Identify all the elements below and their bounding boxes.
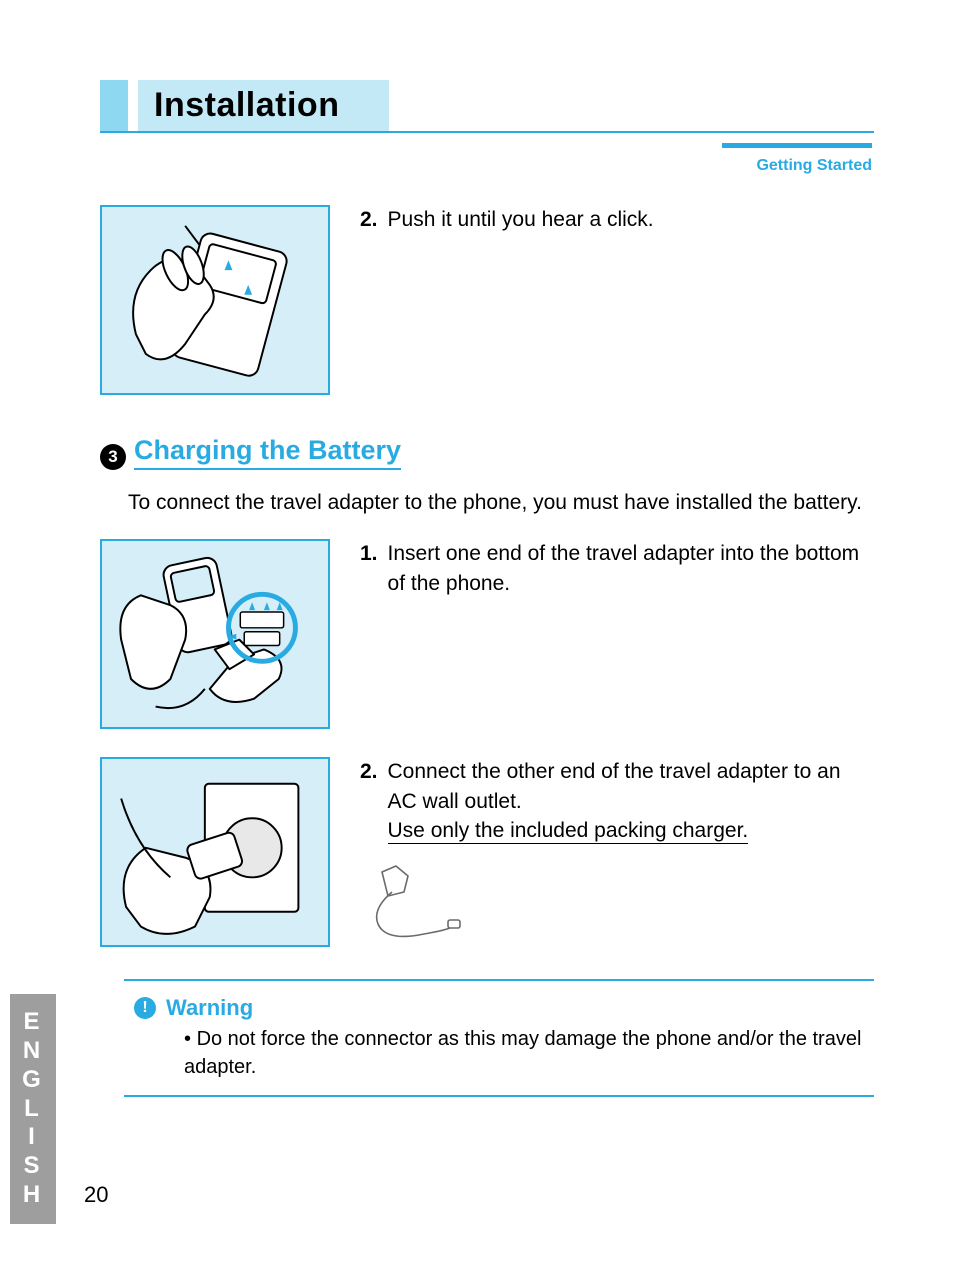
section-intro: To connect the travel adapter to the pho… (128, 488, 874, 517)
subhead-rule (722, 143, 872, 148)
step-body: Push it until you hear a click. (388, 205, 654, 234)
section-number-badge: 3 (100, 444, 126, 470)
figure-insert-adapter (100, 539, 330, 729)
title-background: Installation (138, 80, 389, 131)
subhead-wrap: Getting Started (100, 139, 872, 175)
step-text-block: 2. Connect the other end of the travel a… (360, 757, 874, 948)
warning-icon: ! (134, 997, 156, 1019)
step-line1: Connect the other end of the travel adap… (388, 760, 841, 812)
warning-item: Do not force the connector as this may d… (184, 1028, 861, 1078)
step-body: Connect the other end of the travel adap… (388, 757, 874, 845)
section-heading: 3 Charging the Battery (100, 435, 874, 470)
figure-battery-click (100, 205, 330, 395)
step-row: 2. Push it until you hear a click. (100, 205, 874, 395)
step-row: 2. Connect the other end of the travel a… (100, 757, 874, 948)
title-bar: Installation (100, 80, 874, 133)
step-text: 1. Insert one end of the travel adapter … (360, 539, 874, 598)
title-accent-block (100, 80, 128, 131)
page-number: 20 (84, 1182, 108, 1208)
section-title: Charging the Battery (134, 435, 401, 470)
step-text: 2. Push it until you hear a click. (360, 205, 654, 234)
warning-title: Warning (166, 995, 253, 1021)
language-label: ENGLISH (22, 1008, 44, 1210)
step-row: 1. Insert one end of the travel adapter … (100, 539, 874, 729)
figure-wall-outlet (100, 757, 330, 947)
warning-list: Do not force the connector as this may d… (184, 1025, 864, 1081)
illustration-wall-plug (113, 769, 316, 936)
step-number: 1. (360, 539, 378, 598)
step-body: Insert one end of the travel adapter int… (388, 539, 874, 598)
step-number: 2. (360, 205, 378, 234)
language-tab: ENGLISH (10, 994, 56, 1224)
illustration-adapter-insert (113, 551, 316, 718)
page-title: Installation (154, 86, 339, 125)
warning-box: ! Warning Do not force the connector as … (124, 979, 874, 1097)
section-subhead: Getting Started (756, 157, 872, 174)
figure-charger-small (364, 864, 874, 949)
illustration-charger (364, 864, 474, 944)
illustration-phone-hand (113, 216, 316, 383)
warning-head: ! Warning (134, 995, 864, 1021)
step-line2-underlined: Use only the included packing charger. (388, 819, 749, 844)
manual-page: Installation Getting Started (0, 0, 954, 1264)
step-text: 2. Connect the other end of the travel a… (360, 757, 874, 845)
step-number: 2. (360, 757, 378, 845)
